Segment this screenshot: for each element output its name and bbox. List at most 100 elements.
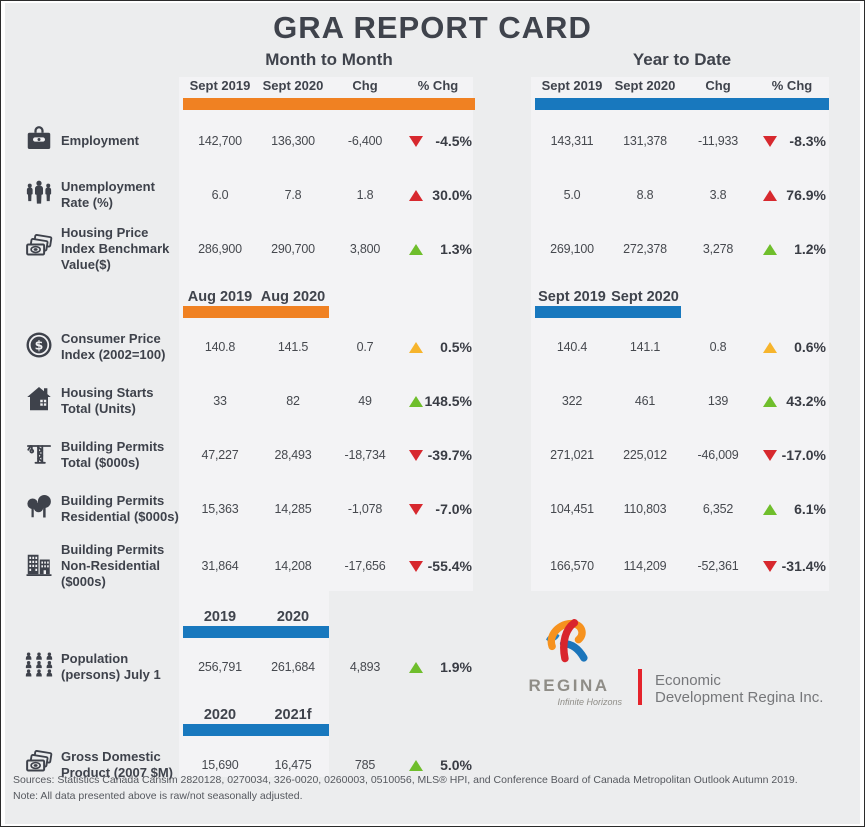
- report-table: Month to Month Year to Date Sept 2019 Se…: [5, 48, 860, 792]
- mtm-value-curr: 14,208: [274, 559, 312, 573]
- mtm-change: 3,800: [349, 242, 381, 256]
- ytd-pct-change: -8.3%: [789, 133, 826, 149]
- mtm-change: 4,893: [349, 660, 381, 674]
- trend-up-icon: [409, 661, 423, 673]
- ytd-pct-change: 6.1%: [794, 501, 826, 517]
- column-header: % Chg: [771, 77, 813, 93]
- period-subheader-row: 2019 2020: [17, 599, 860, 638]
- column-header: % Chg: [417, 77, 459, 93]
- svg-text:$: $: [35, 337, 44, 352]
- trend-up-icon: [763, 395, 777, 407]
- table-row: Building Permits Residential ($000s) 15,…: [17, 482, 860, 536]
- mtm-pct-change: 5.0%: [440, 757, 472, 773]
- mtm-value-curr: 28,493: [274, 448, 312, 462]
- trend-down-icon: [763, 560, 777, 572]
- mtm-pct-cell: -55.4%: [401, 558, 475, 574]
- regina-r-mark-icon: [542, 613, 596, 674]
- mtm-pct-cell: 30.0%: [401, 187, 475, 203]
- logo-divider: [638, 669, 642, 705]
- table-body: Employment 142,700 136,300 -6,400 -4.5% …: [17, 114, 860, 792]
- ytd-change: 3,278: [702, 242, 734, 256]
- population-icon: [24, 652, 54, 683]
- mtm-change: -6,400: [347, 134, 383, 148]
- ytd-change: -52,361: [697, 559, 739, 573]
- mtm-change: 49: [358, 394, 372, 408]
- section-title-month-to-month: Month to Month: [265, 50, 393, 69]
- column-header-row: Sept 2019 Sept 2020 Chg % Chg Sept 2019 …: [17, 72, 860, 98]
- mtm-pct-change: -7.0%: [435, 501, 472, 517]
- people-icon: [24, 178, 54, 213]
- period-label: Aug 2020: [260, 289, 326, 305]
- mtm-value-curr: 82: [286, 394, 300, 408]
- ytd-value-curr: 272,378: [623, 242, 667, 256]
- footer: Sources: Statistics Canada Cansim 282012…: [13, 773, 852, 805]
- column-header: Chg: [352, 77, 378, 93]
- ytd-value-curr: 114,209: [623, 559, 667, 573]
- trees-icon: [24, 492, 54, 527]
- banknotes-icon: [23, 748, 55, 783]
- ytd-change: 0.8: [709, 340, 727, 354]
- period-label: Sept 2019: [538, 289, 606, 305]
- row-label: Building Permits Residential ($000s): [61, 492, 179, 524]
- regina-brand-block: REGINA Infinite Horizons: [510, 613, 628, 707]
- ytd-value-prev: 140.4: [556, 340, 588, 354]
- ytd-pct-change: 1.2%: [794, 241, 826, 257]
- mtm-value-prev: 6.0: [211, 188, 229, 202]
- trend-down-icon: [409, 449, 423, 461]
- column-header: Sept 2020: [614, 77, 676, 93]
- ytd-pct-cell: -17.0%: [755, 447, 829, 463]
- mtm-pct-change: -39.7%: [427, 447, 472, 463]
- period-underline-bar: [183, 724, 329, 736]
- mtm-value-curr: 261,684: [271, 660, 315, 674]
- ytd-pct-change: 43.2%: [786, 393, 826, 409]
- trend-down-icon: [409, 560, 423, 572]
- ytd-pct-change: -17.0%: [781, 447, 826, 463]
- table-row: Population (persons) July 1 256,791 261,…: [17, 640, 860, 694]
- row-label: Unemployment Rate (%): [61, 178, 155, 210]
- month-to-month-column-panel: [179, 77, 473, 591]
- trend-up-icon: [409, 243, 423, 255]
- mtm-change: 0.7: [356, 340, 374, 354]
- column-header: Chg: [705, 77, 731, 93]
- table-row: Unemployment Rate (%) 6.0 7.8 1.8 30.0% …: [17, 168, 860, 222]
- mtm-pct-cell: 0.5%: [401, 339, 475, 355]
- regina-tagline: Infinite Horizons: [557, 697, 622, 707]
- mtm-pct-change: -4.5%: [435, 133, 472, 149]
- ytd-pct-change: -31.4%: [781, 558, 826, 574]
- section-title-row: Month to Month Year to Date: [17, 48, 860, 72]
- trend-up-icon: [409, 395, 423, 407]
- period-label: 2020: [276, 609, 310, 625]
- mtm-pct-change: 1.3%: [440, 241, 472, 257]
- page-title: GRA REPORT CARD: [273, 10, 592, 45]
- ytd-value-curr: 225,012: [623, 448, 667, 462]
- ytd-change: 3.8: [709, 188, 727, 202]
- row-label: Building Permits Total ($000s): [61, 438, 165, 470]
- ytd-change: 139: [707, 394, 729, 408]
- footer-sources: Sources: Statistics Canada Cansim 282012…: [13, 774, 798, 786]
- mtm-change: -18,734: [344, 448, 386, 462]
- row-label: Housing Starts Total (Units): [61, 384, 154, 416]
- section-title-year-to-date: Year to Date: [632, 50, 732, 69]
- trend-up-icon: [409, 759, 423, 771]
- column-header: Sept 2019: [541, 77, 603, 93]
- mtm-pct-cell: -39.7%: [401, 447, 475, 463]
- mtm-value-curr: 16,475: [274, 758, 312, 772]
- year-to-date-header-bar: [535, 98, 829, 110]
- ytd-value-prev: 143,311: [550, 134, 594, 148]
- org-name: Economic Development Regina Inc.: [655, 672, 823, 707]
- table-row: Gross Domestic Product (2007 $M) 15,690 …: [17, 738, 860, 792]
- column-header: Sept 2020: [262, 77, 324, 93]
- trend-up-icon: [409, 341, 423, 353]
- mtm-pct-change: 30.0%: [432, 187, 472, 203]
- footer-note: Note: All data presented above is raw/no…: [13, 789, 303, 802]
- crane-icon: [25, 439, 53, 472]
- mtm-pct-cell: 1.3%: [401, 241, 475, 257]
- ytd-pct-cell: 6.1%: [755, 501, 829, 517]
- mtm-value-curr: 290,700: [271, 242, 315, 256]
- house-icon: [24, 384, 54, 419]
- mtm-value-prev: 140.8: [204, 340, 236, 354]
- buildings-icon: [24, 549, 54, 584]
- mtm-change: -1,078: [347, 502, 383, 516]
- mtm-value-prev: 47,227: [201, 448, 239, 462]
- mtm-value-curr: 141.5: [277, 340, 309, 354]
